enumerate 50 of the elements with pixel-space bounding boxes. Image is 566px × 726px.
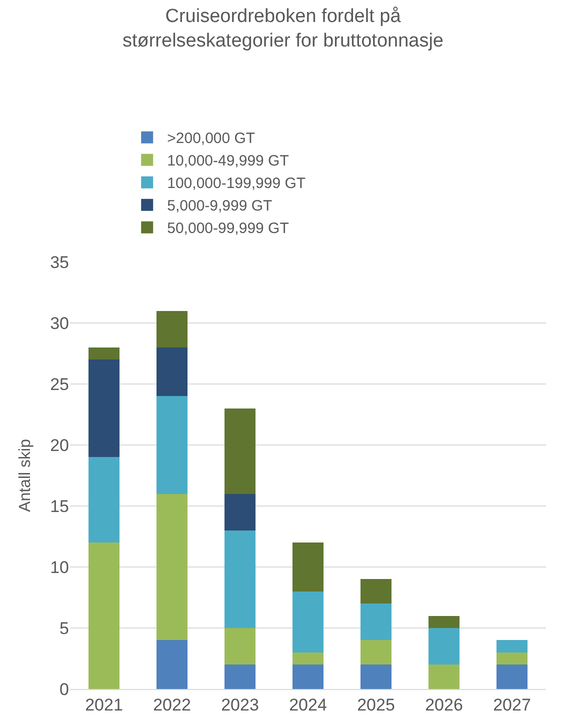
y-tick-label: 0 <box>60 680 69 699</box>
y-axis-title: Antall skip <box>16 438 34 512</box>
bar <box>224 628 256 665</box>
y-tick-label: 30 <box>50 314 69 333</box>
x-tick-label: 2022 <box>153 695 191 714</box>
bar <box>360 664 392 689</box>
chart-title: Cruiseordreboken fordelt på størrelseskategorier for bruttotonnasje <box>122 6 444 52</box>
y-tick-label: 20 <box>50 436 69 455</box>
x-tick-label: 2026 <box>425 695 463 714</box>
y-tick-label: 10 <box>50 558 69 577</box>
bar <box>156 347 188 396</box>
bar <box>88 457 120 543</box>
bar <box>292 664 324 689</box>
legend-label: 100,000-199,999 GT <box>167 175 306 192</box>
y-tick-label: 35 <box>50 252 69 272</box>
bar <box>88 347 120 360</box>
legend-label: 5,000-9,999 GT <box>167 198 272 215</box>
legend-label: 50,000-99,999 GT <box>167 220 289 238</box>
bar <box>224 494 256 530</box>
y-tick-label: 5 <box>60 618 69 638</box>
x-tick-label: 2023 <box>221 695 259 714</box>
x-tick-label: 2027 <box>493 695 531 714</box>
bar <box>224 664 256 689</box>
bar <box>428 616 460 628</box>
legend-label: 10,000-49,999 GT <box>167 152 289 170</box>
bar <box>224 530 256 628</box>
bar <box>156 640 188 689</box>
bar <box>428 664 460 689</box>
bar <box>496 640 528 652</box>
bar <box>360 604 392 640</box>
bar <box>496 652 528 665</box>
bar <box>292 542 324 592</box>
bar <box>428 628 460 665</box>
bar <box>292 591 324 652</box>
bar <box>88 360 120 458</box>
y-tick-label: 15 <box>50 496 69 516</box>
bar <box>224 408 256 494</box>
legend-label: >200,000 GT <box>167 130 256 148</box>
bar <box>156 494 188 640</box>
bar <box>496 664 528 689</box>
bar <box>156 396 188 494</box>
x-tick-label: 2024 <box>289 695 327 714</box>
bar <box>292 652 324 665</box>
bar <box>360 579 392 604</box>
bar <box>156 310 188 348</box>
x-tick-label: 2021 <box>85 695 123 714</box>
bar <box>88 542 120 689</box>
bar <box>360 640 392 665</box>
x-tick-label: 2025 <box>357 695 395 714</box>
y-tick-label: 25 <box>50 374 69 394</box>
